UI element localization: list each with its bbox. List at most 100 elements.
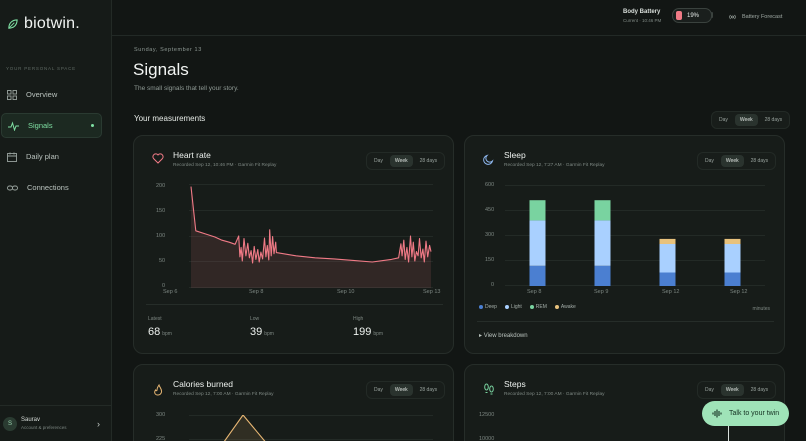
sidebar-item-overview[interactable]: Overview	[1, 82, 102, 107]
sleep-card: Sleep Recorded Sep 12, 7:27 AM · Garmin …	[464, 135, 785, 354]
view-breakdown-label: View breakdown	[483, 333, 528, 339]
sidebar-item-label: Signals	[28, 121, 53, 130]
range-week[interactable]: Week	[389, 155, 413, 167]
sleep-bar-deep	[594, 265, 611, 286]
y-tick-label: 0	[162, 283, 166, 289]
sidebar-item-daily-plan[interactable]: Daily plan	[1, 144, 102, 169]
sidebar-section-label: YOUR PERSONAL SPACE	[6, 66, 76, 71]
user-name: Saurav	[21, 417, 41, 423]
battery-indicator[interactable]: 19%	[672, 8, 712, 23]
range-day[interactable]: Day	[374, 158, 383, 164]
waveform-icon	[712, 409, 722, 418]
y-tick-label: 200	[156, 183, 166, 189]
battery-label: Body Battery	[623, 9, 661, 15]
card-title: Sleep	[504, 150, 526, 160]
range-selector: Day Week 28 days	[711, 111, 791, 129]
user-subtitle: Account & preferences	[21, 425, 67, 430]
page-title: Signals	[133, 60, 189, 79]
battery-forecast-button[interactable]: Battery Forecast	[728, 13, 782, 21]
stat-latest-label: Latest	[148, 316, 162, 322]
y-tick-label: 600	[485, 182, 495, 188]
section-title: Your measurements	[134, 114, 206, 123]
chevron-right-icon: ›	[97, 419, 100, 429]
stat-high-label: High	[353, 316, 364, 322]
legend-deep: Deep	[479, 304, 497, 310]
range-week[interactable]: Week	[720, 155, 744, 167]
card-subtitle: Recorded Sep 12, 10:46 PM · Garmin Fit R…	[173, 163, 277, 168]
sleep-bar-awake	[659, 238, 676, 244]
sidebar-item-signals[interactable]: Signals	[1, 113, 102, 138]
heart-rate-line	[190, 186, 432, 264]
range-28-days[interactable]: 28 days	[419, 158, 438, 164]
calendar-icon	[7, 152, 17, 162]
y-tick-label: 150	[485, 257, 495, 263]
active-dot	[91, 124, 94, 127]
heart-icon	[152, 153, 164, 164]
talk-to-twin-button[interactable]: Talk to your twin	[702, 401, 789, 426]
battery-value: 19%	[687, 12, 700, 19]
range-day[interactable]: Day	[719, 117, 728, 123]
battery-fill	[676, 11, 682, 20]
card-range-selector: Day Week 28 days	[697, 152, 777, 170]
range-28-days[interactable]: 28 days	[764, 117, 783, 123]
x-tick-label: Sep 8	[527, 289, 542, 295]
y-tick-label: 10000	[479, 436, 495, 441]
heart-rate-chart	[189, 184, 433, 288]
sleep-bar-deep	[724, 272, 741, 286]
triangle-right-icon: ▸	[479, 333, 483, 339]
battery-forecast-label: Battery Forecast	[742, 14, 783, 20]
legend-rem: REM	[529, 304, 547, 310]
grid-icon	[7, 89, 17, 100]
range-28-days[interactable]: 28 days	[750, 158, 769, 164]
range-week[interactable]: Week	[389, 384, 413, 396]
sidebar-item-label: Daily plan	[26, 152, 59, 161]
steps-card: Steps Recorded Sep 12, 7:00 AM · Garmin …	[464, 364, 785, 441]
sidebar-item-label: Overview	[26, 90, 58, 99]
stat-low-label: Low	[250, 316, 260, 322]
stat-low: 39 bpm	[250, 326, 274, 338]
range-28-days[interactable]: 28 days	[750, 387, 769, 393]
y-tick-label: 225	[156, 436, 166, 441]
battery-timestamp: Current · 10:46 PM	[623, 18, 662, 23]
stat-high: 199 bpm	[353, 326, 384, 338]
avatar: S	[3, 416, 17, 431]
sleep-legend: Deep Light REM Awake	[479, 304, 576, 310]
footprints-icon	[484, 383, 494, 395]
steps-bar	[728, 423, 729, 441]
leaf-icon	[8, 18, 18, 29]
y-tick-label: 12500	[479, 412, 495, 418]
card-subtitle: Recorded Sep 12, 7:00 AM · Garmin Fit Re…	[173, 392, 274, 397]
x-tick-label: Sep 12	[730, 289, 748, 295]
y-tick-label: 150	[156, 208, 166, 214]
flame-icon	[154, 384, 163, 396]
pulse-icon	[8, 120, 19, 131]
page-subtitle: The small signals that tell your story.	[134, 85, 239, 92]
broadcast-icon	[729, 14, 736, 20]
user-menu[interactable]: S Saurav Account & preferences ›	[0, 405, 112, 441]
range-week[interactable]: Week	[720, 384, 744, 396]
sleep-bar-deep	[659, 272, 676, 286]
logo-text: biotwin.	[24, 15, 80, 32]
card-range-selector: Day Week 28 days	[366, 152, 446, 170]
page-date: Sunday, September 13	[134, 47, 202, 53]
sidebar-item-connections[interactable]: Connections	[1, 175, 102, 200]
sleep-bar-light	[724, 243, 741, 273]
card-range-selector: Day Week 28 days	[366, 381, 446, 399]
logo[interactable]: biotwin.	[7, 15, 80, 33]
range-day[interactable]: Day	[705, 158, 714, 164]
y-tick-label: 450	[485, 207, 495, 213]
view-breakdown-toggle[interactable]: ▸ View breakdown	[479, 332, 528, 339]
range-day[interactable]: Day	[705, 387, 714, 393]
card-title: Heart rate	[173, 150, 211, 160]
x-tick-label: Sep 9	[594, 289, 609, 295]
x-tick-label: Sep 13	[423, 289, 441, 295]
x-tick-label: Sep 6	[163, 289, 178, 295]
sleep-bar-light	[529, 220, 546, 266]
calories-card: Calories burned Recorded Sep 12, 7:00 AM…	[133, 364, 454, 441]
x-tick-label: Sep 8	[249, 289, 264, 295]
legend-light: Light	[504, 304, 522, 310]
y-tick-label: 300	[485, 232, 495, 238]
range-week[interactable]: Week	[734, 114, 758, 126]
range-28-days[interactable]: 28 days	[419, 387, 438, 393]
range-day[interactable]: Day	[374, 387, 383, 393]
